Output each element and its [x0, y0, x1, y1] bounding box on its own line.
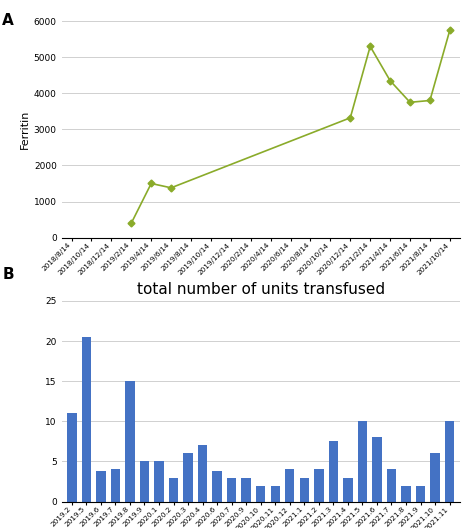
- Bar: [140, 461, 149, 502]
- Bar: [67, 413, 76, 502]
- Bar: [314, 469, 324, 502]
- ferritin: [148, 180, 154, 186]
- Bar: [154, 461, 164, 502]
- Text: B: B: [2, 267, 14, 281]
- Bar: [401, 486, 411, 502]
- Bar: [212, 471, 222, 502]
- Bar: [300, 477, 309, 502]
- Bar: [372, 437, 382, 502]
- Bar: [198, 446, 207, 502]
- Bar: [416, 486, 425, 502]
- ferritin: [347, 115, 353, 121]
- Bar: [387, 469, 396, 502]
- Bar: [358, 421, 367, 502]
- Y-axis label: Ferritin: Ferritin: [19, 110, 29, 149]
- ferritin: [367, 43, 373, 50]
- Line: ferritin: ferritin: [129, 27, 452, 225]
- Bar: [430, 454, 440, 502]
- Title: total number of units transfused: total number of units transfused: [137, 282, 385, 297]
- Bar: [110, 469, 120, 502]
- ferritin: [407, 99, 413, 106]
- Bar: [328, 441, 338, 502]
- Bar: [183, 454, 193, 502]
- Bar: [445, 421, 455, 502]
- ferritin: [427, 97, 433, 103]
- Bar: [125, 381, 135, 502]
- Bar: [241, 477, 251, 502]
- Bar: [256, 486, 265, 502]
- Text: A: A: [2, 13, 14, 28]
- Bar: [343, 477, 353, 502]
- ferritin: [128, 220, 134, 227]
- ferritin: [447, 27, 453, 33]
- Legend: ferritin: ferritin: [138, 355, 202, 373]
- Bar: [227, 477, 237, 502]
- Bar: [285, 469, 294, 502]
- ferritin: [387, 78, 393, 84]
- ferritin: [168, 185, 174, 191]
- Bar: [271, 486, 280, 502]
- Bar: [169, 477, 178, 502]
- Bar: [96, 471, 106, 502]
- Bar: [82, 337, 91, 502]
